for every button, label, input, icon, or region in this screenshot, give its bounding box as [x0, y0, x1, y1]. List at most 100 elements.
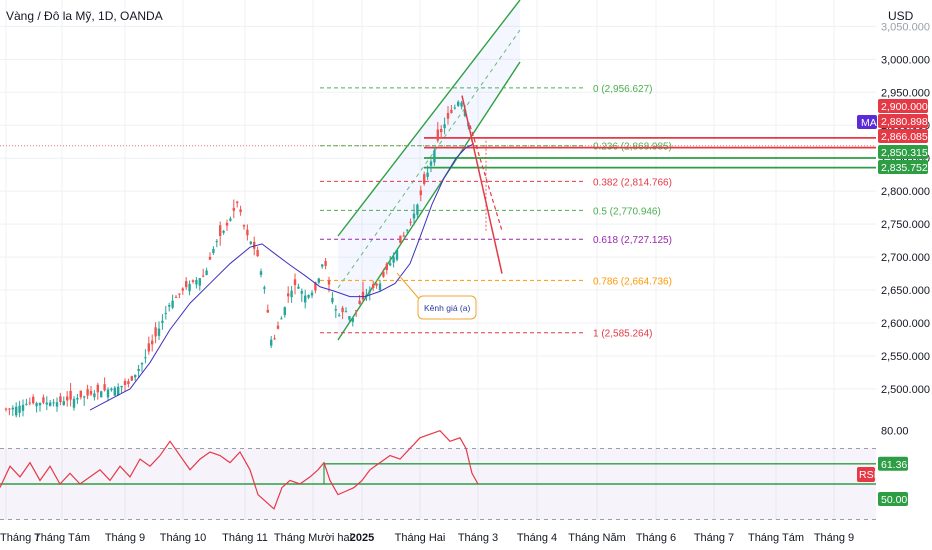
price-axis-tick: 2,550.000 [881, 351, 930, 363]
candle-body [32, 396, 35, 404]
candle-body [436, 129, 439, 141]
ma-badge-label: MA [861, 117, 877, 129]
time-axis-tick: 2025 [350, 532, 374, 544]
price-badge-bg [878, 99, 928, 113]
channel-callout-box [417, 295, 477, 320]
time-axis-tick: Tháng Năm [568, 532, 625, 544]
candle-body [297, 286, 300, 289]
candle-body [191, 280, 195, 282]
candle-body [368, 290, 371, 293]
time-axis-tick: Tháng 9 [105, 532, 145, 544]
rsi-level-badge[interactable]: 61.36 [878, 456, 908, 471]
price-badge-bg [878, 145, 928, 159]
candle-body [412, 213, 416, 219]
candle-body [276, 325, 280, 329]
candle-body [168, 305, 171, 307]
candle-body [344, 311, 348, 313]
candle-body [35, 403, 38, 407]
candle-body [239, 209, 242, 213]
candle-body [110, 388, 113, 391]
candle-body [8, 408, 11, 410]
candle-body [249, 241, 252, 244]
candle-body [402, 235, 405, 237]
candle-body [236, 201, 239, 203]
rsi-panel [0, 429, 876, 521]
candle-body [69, 390, 72, 400]
candle-body [229, 218, 232, 221]
candle-body [348, 316, 351, 320]
candle-body [334, 309, 337, 311]
grid [0, 0, 876, 520]
candle-body [280, 318, 283, 320]
time-axis-tick: Tháng Hai [395, 532, 446, 544]
candle-body [205, 270, 208, 276]
price-badge-label: 2,900.000 [881, 101, 928, 113]
channel-upper-line [337, 0, 521, 237]
candle-body [21, 404, 25, 411]
candle-body [212, 248, 215, 254]
candle-body [137, 368, 140, 372]
candle-body [15, 406, 18, 416]
candle-body [372, 284, 375, 288]
rsi-level-badge-label: 61.36 [881, 459, 907, 471]
price-axis-tick: 2,950.000 [881, 87, 930, 99]
candle-body [355, 310, 358, 312]
time-axis-tick: Tháng 3 [458, 532, 498, 544]
fib-level-label: 0.382 (2,814.766) [593, 177, 672, 188]
candle-body [293, 279, 297, 286]
price-badge[interactable]: 2,850.315 [878, 145, 928, 159]
candle-body [42, 397, 45, 403]
channel-lower-line [337, 61, 521, 341]
price-badge-label: 2,850.315 [881, 147, 928, 159]
time-axis-tick: Tháng 11 [222, 532, 268, 544]
candlestick-series [4, 100, 473, 418]
candle-body [273, 338, 276, 340]
price-badge[interactable]: 2,866.085 [878, 129, 928, 143]
candle-body [382, 271, 385, 277]
price-badge[interactable]: 2,835.752 [878, 160, 928, 174]
time-axis-tick: Tháng 9 [814, 532, 854, 544]
candle-body [419, 190, 422, 196]
candle-body [399, 235, 402, 244]
candle-body [440, 128, 443, 133]
ma-legend-badge[interactable]: MA [857, 115, 877, 129]
price-badge-bg [878, 129, 928, 143]
price-badges: 2,900.000 2,880.898 2,866.085 2,850.315 2,83… [878, 99, 928, 506]
price-badge[interactable]: 2,900.000 [878, 99, 928, 113]
price-badge[interactable]: 2,880.898 [878, 114, 928, 128]
price-axis-tick: 2,700.000 [881, 252, 930, 264]
time-axis-tick: Tháng 10 [160, 532, 206, 544]
fib-level-label: 0.5 (2,770.946) [593, 206, 661, 217]
rsi-legend-badge[interactable]: RSI [857, 467, 877, 482]
candle-body [324, 261, 327, 266]
candle-body [460, 102, 463, 107]
candle-body [195, 280, 198, 285]
candle-body [443, 124, 446, 129]
candle-body [222, 230, 225, 233]
price-axis-tick: 2,750.000 [881, 219, 930, 231]
candle-body [327, 280, 331, 285]
rsi-level-badge[interactable]: 50.00 [878, 492, 908, 506]
time-axis-tick: Tháng 7 [694, 532, 734, 544]
price-badge-bg [878, 160, 928, 174]
channel-callout[interactable]: Kênh giá (a) [396, 272, 477, 320]
candle-body [202, 275, 205, 277]
candle-body [361, 291, 365, 300]
candle-body [358, 300, 361, 305]
candle-body [409, 221, 412, 223]
ma-line [89, 143, 475, 411]
price-badge-bg [878, 114, 928, 128]
candle-body [253, 241, 256, 249]
price-channel [337, 0, 521, 341]
candle-body [215, 241, 218, 243]
candle-body [103, 384, 106, 391]
price-axis-tick: 2,650.000 [881, 285, 930, 297]
candle-body [62, 401, 65, 406]
rsi-level-badge-label: 50.00 [881, 494, 907, 506]
candle-body [123, 380, 127, 385]
candle-body [130, 376, 133, 381]
candle-body [450, 109, 453, 114]
rsi-level-badge-bg [878, 456, 908, 471]
candle-body [86, 389, 89, 396]
